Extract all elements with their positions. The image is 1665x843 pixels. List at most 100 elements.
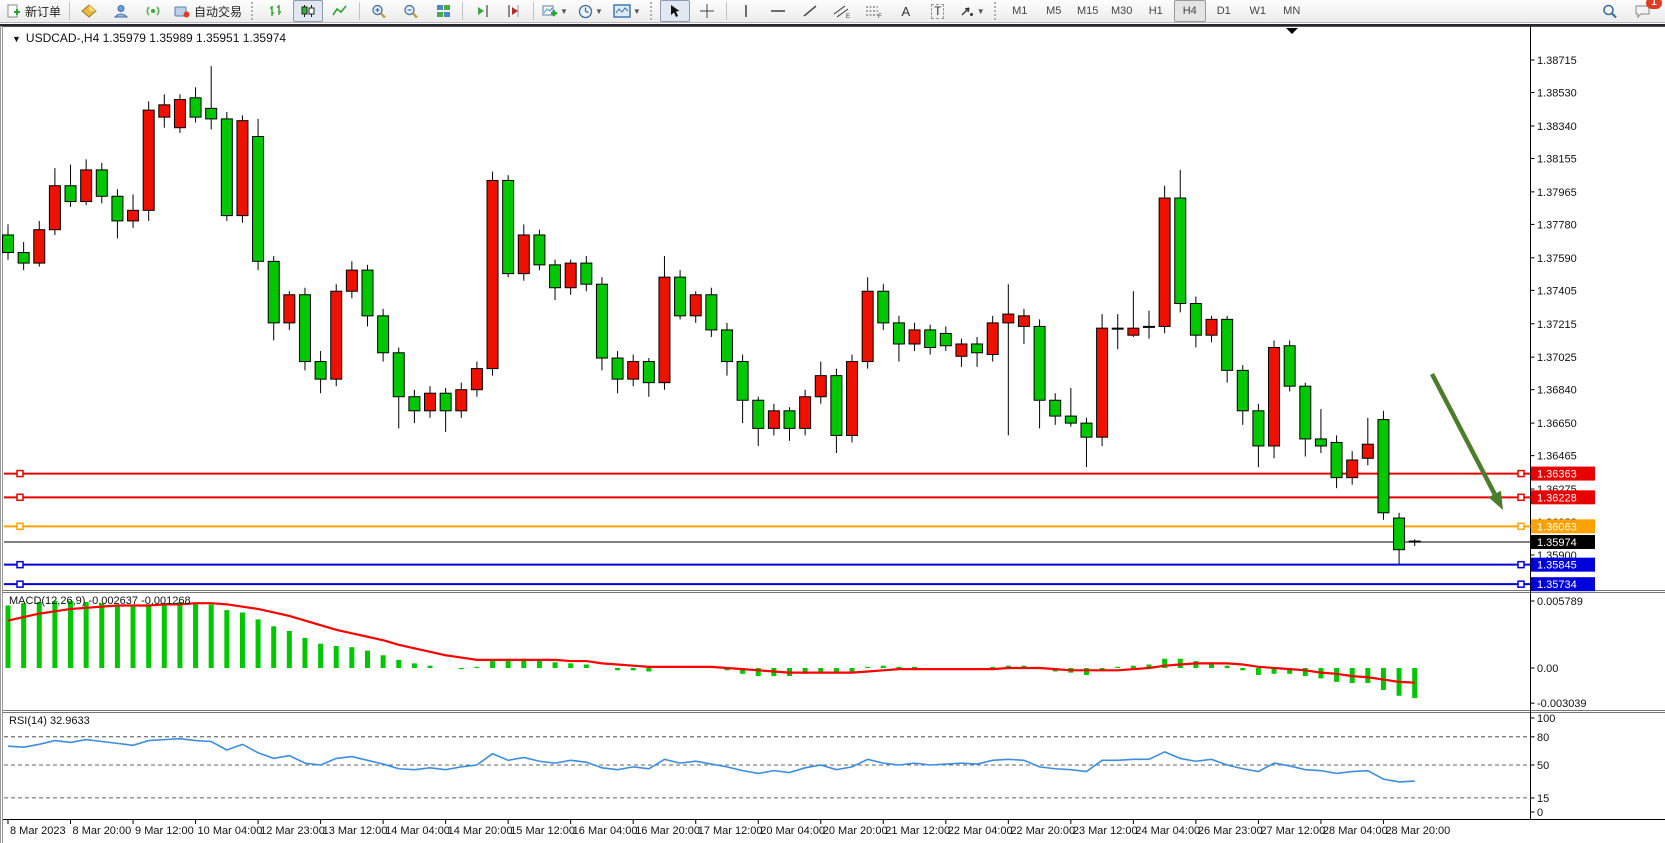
candle-body (502, 179, 515, 275)
candle-body (189, 97, 202, 118)
community-button[interactable] (106, 0, 136, 22)
fibonacci-tool-icon: F (865, 6, 882, 19)
channel-tool-button[interactable]: E (827, 0, 857, 22)
cursor-icon (670, 5, 680, 17)
bar-chart-mode-button[interactable] (261, 0, 291, 22)
time-tick-label: 13 Mar 12:00 (323, 825, 388, 837)
chart-title-bar[interactable]: ▼ USDCAD-,H4 1.35979 1.35989 1.35951 1.35… (12, 31, 286, 45)
timeframe-button-M30[interactable]: M30 (1111, 5, 1133, 17)
vline-tool-icon (745, 5, 747, 17)
signals-icon (146, 6, 160, 16)
candle-body (783, 410, 796, 429)
timeframe-button-D1[interactable]: D1 (1216, 5, 1231, 17)
zoom-in-button[interactable] (364, 0, 394, 22)
rsi-tick-label: 15 (1537, 793, 1549, 805)
arrows-tool-button[interactable]: ▼ (955, 0, 989, 22)
candle-body (220, 118, 233, 217)
line-handle (1517, 522, 1525, 531)
candle-body (892, 322, 905, 345)
tile-windows-button[interactable] (428, 0, 458, 22)
label-tool-button[interactable]: T (923, 0, 953, 22)
price-tick-label: 1.37405 (1537, 285, 1577, 297)
chart-shift-icon (508, 5, 519, 17)
crosshair-tool-button[interactable] (692, 0, 722, 22)
line-handle (1517, 493, 1525, 502)
main-toolbar: 新订单 自动交易 ▼ ▼ (0, 0, 1665, 23)
notifications-button[interactable]: 1 (1627, 0, 1662, 22)
price-level-pill-label: 1.35974 (1537, 537, 1577, 549)
candle-body (408, 396, 421, 412)
crosshair-icon (699, 4, 714, 18)
chart-collapse-icon[interactable]: ▼ (12, 34, 21, 44)
candle-body (298, 294, 311, 363)
hline-tool-button[interactable] (763, 0, 793, 22)
text-tool-label: A (901, 3, 911, 19)
add-indicator-button[interactable]: ▼ (538, 0, 572, 22)
tile-windows-icon (436, 5, 450, 17)
time-tick-label: 22 Mar 20:00 (1010, 825, 1075, 837)
fibonacci-tool-button[interactable]: F (859, 0, 889, 22)
new-order-button[interactable]: 新订单 (3, 0, 65, 22)
price-level-pill (1531, 557, 1595, 572)
template-menu-button[interactable]: ▼ (609, 0, 645, 22)
candle-body (33, 229, 46, 264)
trendline-tool-button[interactable] (795, 0, 825, 22)
vline-tool-button[interactable] (731, 0, 761, 22)
candle-body (642, 361, 655, 384)
time-tick-label: 20 Mar 20:00 (823, 825, 888, 837)
window-edge (0, 24, 1665, 26)
notification-badge: 1 (1646, 0, 1662, 9)
signals-button[interactable] (138, 0, 168, 22)
toolbar-grip (993, 2, 999, 20)
price-level-pill (1531, 519, 1595, 534)
candle-body (1408, 540, 1421, 543)
timeframe-button-M15[interactable]: M15 (1077, 5, 1099, 17)
svg-text:E: E (846, 14, 850, 19)
add-indicator-icon (542, 5, 558, 17)
text-tool-button[interactable]: A (891, 0, 921, 22)
time-tick-label: 20 Mar 04:00 (760, 825, 825, 837)
toolbar-separator (725, 2, 727, 20)
candlestick-mode-button[interactable] (293, 0, 324, 22)
auto-scroll-button[interactable] (467, 0, 497, 22)
time-tick-label: 16 Mar 04:00 (573, 825, 638, 837)
timeframe-button-W1[interactable]: W1 (1249, 5, 1266, 17)
chart-canvas[interactable]: 1.38715 1.38530 1.38340 1.38155 1.37965 1.377… (0, 26, 1665, 843)
price-level-pill-label: 1.35845 (1537, 560, 1577, 572)
chart-shift-button[interactable] (499, 0, 529, 22)
arrows-tool-icon (961, 7, 973, 16)
candle-body (2, 234, 14, 254)
hline-tool-icon (770, 10, 785, 12)
template-icon (613, 4, 631, 18)
timeframe-button-M1[interactable]: M1 (1012, 5, 1028, 17)
price-level-pill (1531, 466, 1595, 481)
zoom-out-icon (404, 4, 418, 18)
timeframe-button-M5[interactable]: M5 (1046, 5, 1062, 17)
auto-trading-label: 自动交易 (194, 4, 243, 19)
candle-body (830, 375, 843, 436)
macd-indicator-label: MACD(12,26,9) -0.002637 -0.001268 (9, 595, 191, 607)
candle-body (1361, 443, 1374, 459)
market-icon (81, 4, 97, 18)
dropdown-caret-icon: ▼ (560, 6, 568, 16)
candle-body (1221, 318, 1234, 371)
line-handle (16, 560, 24, 569)
time-tick-label: 12 Mar 23:00 (260, 825, 325, 837)
auto-scroll-icon (478, 5, 488, 17)
toolbar-separator (533, 2, 535, 20)
rsi-tick-label: 80 (1537, 732, 1549, 744)
timeframe-button-H4[interactable]: H4 (1173, 0, 1206, 22)
toolbar-grip (649, 2, 655, 20)
timeframe-button-H1[interactable]: H1 (1148, 5, 1163, 17)
time-tick-label: 17 Mar 12:00 (698, 825, 763, 837)
candle-body (424, 392, 437, 412)
period-menu-button[interactable]: ▼ (574, 0, 607, 22)
timeframe-button-MN[interactable]: MN (1283, 5, 1301, 17)
zoom-out-button[interactable] (396, 0, 426, 22)
cursor-tool-button[interactable] (659, 0, 690, 22)
search-button[interactable] (1595, 0, 1625, 22)
rsi-line (7, 737, 1415, 783)
auto-trading-button[interactable]: 自动交易 (170, 0, 246, 22)
market-button[interactable] (74, 0, 104, 22)
line-chart-mode-button[interactable] (325, 0, 355, 22)
